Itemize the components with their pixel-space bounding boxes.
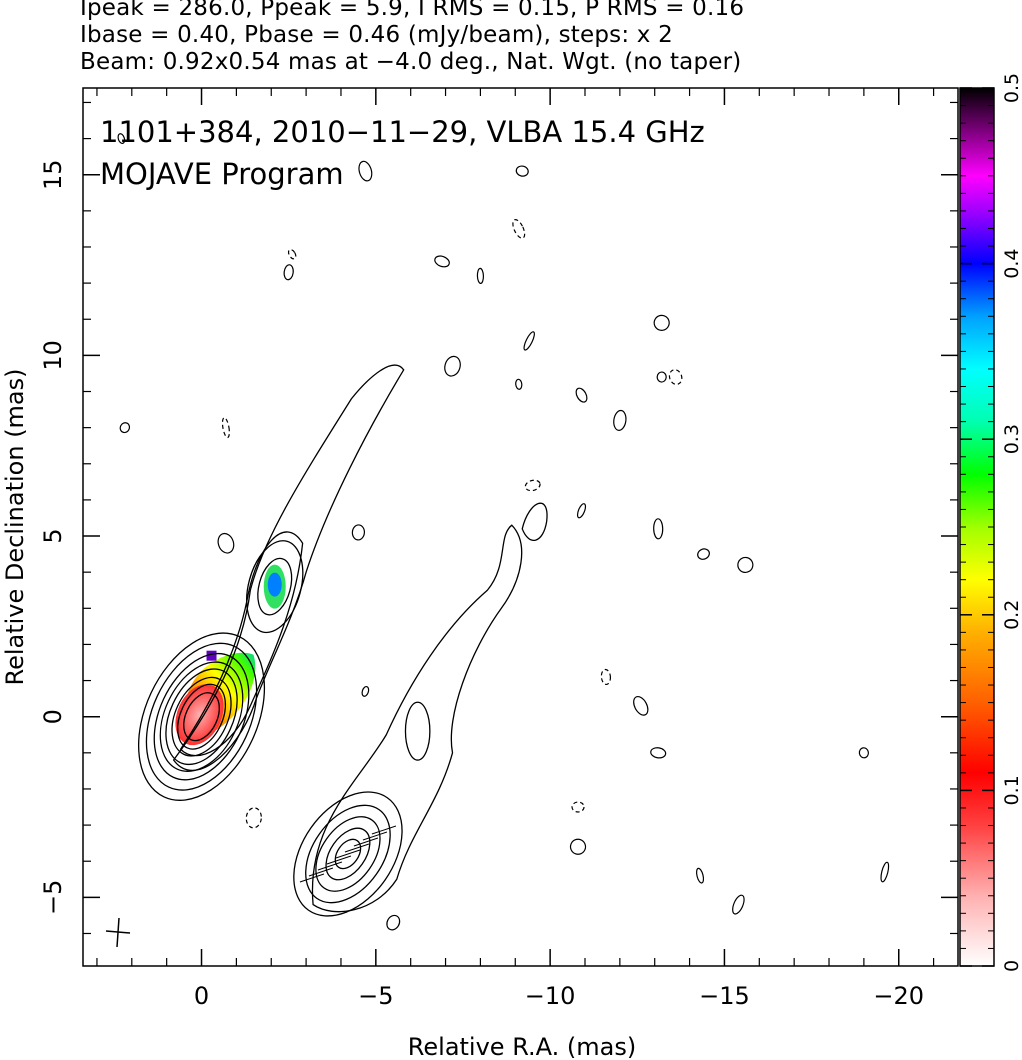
noise-contour <box>245 807 262 829</box>
x-tick-label: −15 <box>699 982 750 1010</box>
colorbar-ticks <box>960 87 994 967</box>
plot-title-line1: 1101+384, 2010−11−29, VLBA 15.4 GHz <box>100 115 705 149</box>
core-contour <box>177 683 227 750</box>
south-knot-evpa-tick <box>299 873 325 883</box>
colorbar-tick-label: 0.1 <box>1001 775 1022 805</box>
jet-envelope-contour <box>172 364 405 772</box>
colorbar-tick-labels: 0 0.1 0.2 0.3 0.4 0.5 <box>1001 73 1022 972</box>
jet-knot-contour <box>246 540 304 634</box>
header-line-peaks: Ipeak = 286.0, Ppeak = 5.9, I RMS = 0.15… <box>80 0 745 21</box>
x-tick-label: −5 <box>358 982 393 1010</box>
noise-contour <box>650 747 667 759</box>
core-contour <box>171 676 232 757</box>
south-knot-evpa-tick <box>308 867 334 877</box>
core-contour <box>137 632 266 801</box>
jet-knot-contour <box>257 557 293 616</box>
noise-contour <box>523 331 535 351</box>
noise-contour <box>600 668 612 686</box>
noise-contour <box>434 255 450 268</box>
noise-contour <box>524 479 541 492</box>
noise-contour <box>571 801 585 813</box>
noise-contour <box>351 524 366 541</box>
y-tick-label: 5 <box>39 528 67 543</box>
south-knot-contour <box>325 827 371 881</box>
noise-contour <box>569 838 587 855</box>
noise-contour <box>575 387 588 403</box>
south-knot-evpa-tick <box>353 837 379 847</box>
noise-contour <box>696 867 705 884</box>
y-tick-label: 0 <box>39 709 67 724</box>
noise-contour <box>633 695 649 716</box>
south-knot-contour <box>293 791 403 917</box>
map-contents <box>117 133 890 931</box>
south-arm-contour <box>311 524 523 913</box>
colorbar-tick-label: 0.4 <box>1001 248 1022 278</box>
noise-contour <box>361 685 370 697</box>
core-contour <box>165 668 238 766</box>
noise-contour <box>358 160 373 182</box>
y-tick-label: −5 <box>39 880 67 915</box>
south-knot-contour <box>315 816 381 892</box>
noise-contour <box>656 371 667 383</box>
noise-contour <box>613 409 627 431</box>
south-knot-contour <box>305 804 391 904</box>
x-tick-label: −20 <box>873 982 924 1010</box>
x-tick-label: 0 <box>194 982 209 1010</box>
polarization-pixel-dark <box>206 650 217 661</box>
y-axis-title: Relative Declination (mas) <box>1 368 29 685</box>
jet-inner-contour <box>179 531 304 757</box>
colorbar-tick-label: 0.5 <box>1001 73 1022 103</box>
noise-contour <box>880 861 890 883</box>
axis-ticks <box>83 88 958 966</box>
header-line-base-levels: Ibase = 0.40, Pbase = 0.46 (mJy/beam), s… <box>80 22 673 48</box>
south-arm-tip-contour <box>521 502 548 541</box>
noise-contour <box>444 355 461 377</box>
colorbar-tick-label: 0.3 <box>1001 424 1022 454</box>
polarization-patch-knot-core <box>267 572 282 597</box>
noise-contour <box>732 894 745 915</box>
noise-contour <box>512 219 526 239</box>
contour-layer <box>117 133 890 931</box>
header-line-beam: Beam: 0.92x0.54 mas at −4.0 deg., Nat. W… <box>80 49 742 75</box>
noise-contour <box>221 417 230 439</box>
noise-contour <box>653 518 664 540</box>
x-axis-title: Relative R.A. (mas) <box>408 1033 636 1060</box>
core-contour <box>183 692 220 742</box>
south-knot-evpa-tick <box>335 849 361 859</box>
y-tick-label: 10 <box>39 340 67 371</box>
south-knot-contour <box>334 838 362 870</box>
colorbar-tick-label: 0.2 <box>1001 600 1022 630</box>
noise-contour <box>858 747 869 759</box>
south-arm-knot-contour <box>404 701 431 761</box>
noise-contour <box>515 378 523 390</box>
y-tick-label: 15 <box>39 159 67 190</box>
plot-title-line2: MOJAVE Program <box>100 157 344 191</box>
south-knot-evpa-tick <box>344 843 370 853</box>
plot-frame <box>82 87 959 967</box>
axis-tick-labels: 0 −5 −10 −15 −20 −5 0 5 10 15 <box>39 159 924 1010</box>
noise-contour <box>117 133 126 145</box>
colorbar-tick-label: 0 <box>1001 960 1022 972</box>
x-tick-label: −10 <box>525 982 576 1010</box>
noise-contour <box>283 264 294 281</box>
noise-contour <box>668 369 683 385</box>
noise-contour <box>386 914 401 931</box>
south-knot-evpa-tick <box>371 825 397 835</box>
noise-contour <box>287 249 297 260</box>
noise-contour <box>653 314 670 331</box>
noise-contour <box>737 556 754 574</box>
noise-contour <box>515 165 529 177</box>
south-knot-evpa-tick <box>317 861 343 871</box>
south-knot-evpa-tick <box>326 855 352 865</box>
noise-contour <box>119 422 131 434</box>
south-knot-evpa-tick <box>362 831 388 841</box>
noise-contour <box>476 267 485 284</box>
noise-contour <box>697 548 710 560</box>
noise-contour <box>576 503 587 519</box>
noise-contour <box>217 532 235 554</box>
beam-marker <box>105 917 131 948</box>
